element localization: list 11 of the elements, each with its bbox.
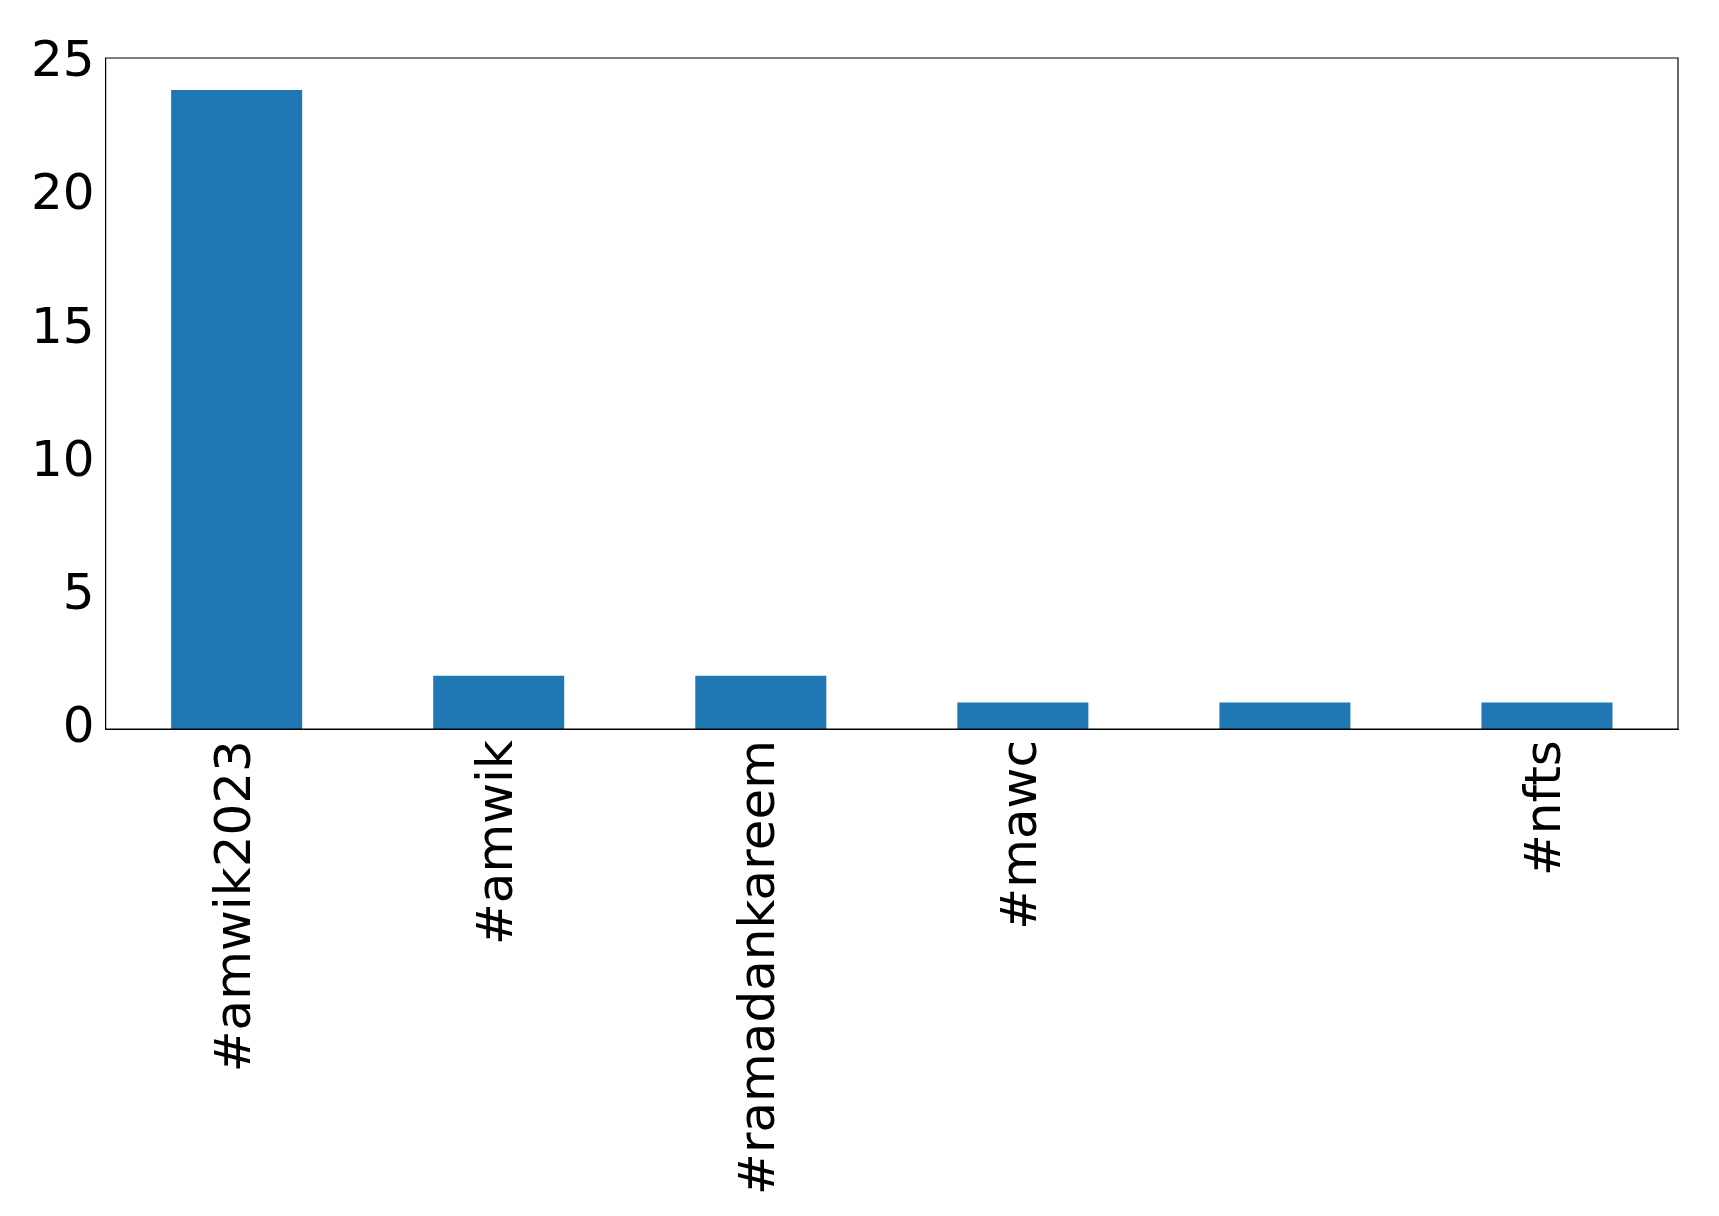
y-tick-label: 10 [31, 429, 95, 488]
y-tick-label: 20 [31, 163, 95, 222]
x-tick-label: #amwik [465, 740, 524, 946]
y-tick-label: 15 [31, 296, 95, 355]
y-tick-label: 0 [62, 696, 95, 755]
y-tick-label: 25 [31, 30, 95, 89]
x-tick-label: #amwik2023 [203, 740, 262, 1073]
x-tick-label: #ramadankareem [727, 740, 786, 1196]
x-tick-label: #mawc [989, 740, 1048, 930]
y-tick-label: 5 [62, 562, 95, 621]
x-tick-label: #nfts [1513, 740, 1572, 877]
